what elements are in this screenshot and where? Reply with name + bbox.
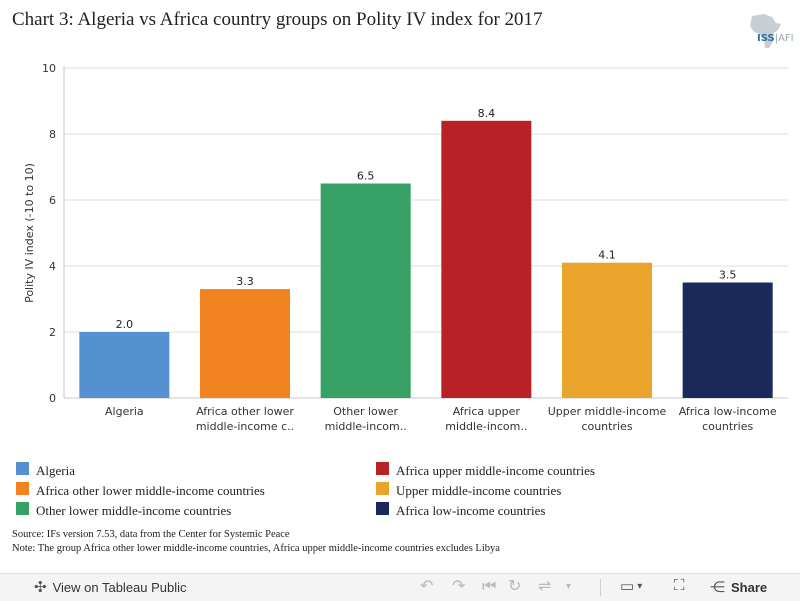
data-label: 3.3 (236, 275, 254, 288)
africa-map-icon (750, 14, 781, 48)
data-label: 2.0 (116, 318, 134, 331)
pause-icon[interactable]: ⇌ (538, 576, 552, 595)
chevron-down-icon[interactable]: ▾ (566, 581, 572, 592)
y-axis-label: Polity IV index (-10 to 10) (23, 163, 36, 303)
tableau-logo-icon: ✣ (34, 579, 47, 596)
bar (441, 120, 532, 399)
x-tick-label: countries (581, 420, 632, 433)
logo-text: ISS|AFI (757, 33, 794, 44)
chart-notes: Source: IFs version 7.53, data from the … (12, 528, 500, 556)
data-label: 4.1 (598, 249, 616, 262)
refresh-icon[interactable]: ↻ (508, 576, 522, 595)
x-tick-label: Africa upper (453, 405, 521, 418)
x-tick-label: middle-incom.. (325, 420, 407, 433)
chevron-down-icon: ▾ (637, 580, 643, 592)
revert-icon[interactable]: ⏮ (482, 576, 497, 595)
toolbar-divider (600, 579, 601, 596)
chart-title: Chart 3: Algeria vs Africa country group… (12, 9, 543, 30)
data-label: 8.4 (478, 107, 496, 120)
y-tick-label: 0 (49, 392, 56, 405)
y-tick-label: 2 (49, 326, 56, 339)
share-label: Share (731, 579, 768, 595)
x-tick-label: Algeria (105, 405, 144, 418)
download-button[interactable]: ▭ ▾ (620, 577, 642, 595)
share-icon: ⋲ (710, 579, 725, 596)
x-tick-label: Africa other lower (196, 405, 294, 418)
download-icon: ▭ (620, 578, 635, 595)
y-tick-label: 6 (49, 194, 56, 207)
source-note: Source: IFs version 7.53, data from the … (12, 529, 290, 540)
bar (200, 289, 290, 398)
x-tick-label: middle-income c.. (196, 420, 294, 433)
x-tick-label: Other lower (333, 405, 398, 418)
view-on-tableau-button[interactable]: ✣ View on Tableau Public (34, 578, 187, 596)
x-tick-label: Africa low-income (679, 405, 777, 418)
libya-note: Note: The group Africa other lower middl… (12, 543, 500, 554)
redo-icon[interactable]: ↷ (452, 576, 466, 595)
fullscreen-button[interactable]: ⛶ (674, 577, 685, 594)
fullscreen-icon: ⛶ (674, 577, 685, 594)
bar (79, 332, 170, 398)
y-tick-label: 10 (42, 62, 56, 75)
data-label: 6.5 (357, 170, 375, 183)
x-tick-label: Upper middle-income (548, 405, 667, 418)
x-tick-label: middle-incom.. (445, 420, 527, 433)
data-label: 3.5 (719, 269, 737, 282)
share-button[interactable]: ⋲ Share (710, 578, 767, 596)
bar (562, 262, 652, 398)
y-tick-label: 4 (49, 260, 56, 273)
tableau-toolbar: ✣ View on Tableau Public ↶ ↷ ⏮ ↻ ⇌ ▾ ▭ ▾… (0, 573, 800, 601)
bar (682, 282, 773, 398)
x-tick-label: countries (702, 420, 753, 433)
bar (320, 183, 411, 398)
view-on-tableau-label: View on Tableau Public (52, 579, 187, 595)
undo-icon[interactable]: ↶ (420, 576, 434, 595)
y-tick-label: 8 (49, 128, 56, 141)
